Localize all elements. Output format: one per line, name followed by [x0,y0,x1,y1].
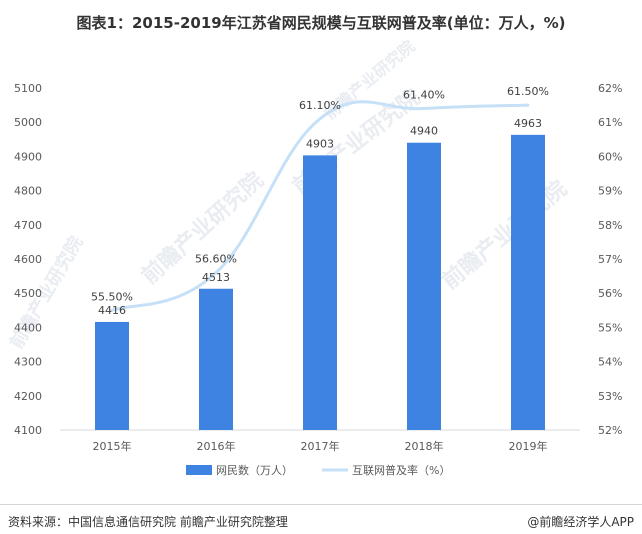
right-axis-ticks: 52% 53% 54% 55% 56% 57% 58% 59% 60% 61% 62% [598,82,622,437]
y2-tick-label: 54% [598,356,622,369]
line-point [526,103,530,107]
line-point [214,271,218,275]
y2-tick-label: 62% [598,82,622,95]
x-axis-ticks: 2015年 2016年 2017年 2018年 2019年 [93,439,548,453]
legend-bar-swatch [186,465,212,475]
y2-tick-label: 55% [598,321,622,334]
y2-tick-label: 52% [598,424,622,437]
y2-tick-label: 58% [598,219,622,232]
line-series [110,100,530,312]
y-tick-label: 4100 [14,424,42,437]
y2-tick-label: 60% [598,150,622,163]
chart-title: 图表1：2015-2019年江苏省网民规模与互联网普及率(单位：万人，%) [76,14,566,32]
footer: 资料来源：中国信息通信研究院 前瞻产业研究院整理 @前瞻经济学人APP [0,504,642,534]
series-line [111,100,529,312]
line-value-label: 61.10% [299,99,341,112]
y-tick-label: 4500 [14,287,42,300]
y-tick-label: 4800 [14,185,42,198]
line-value-label: 56.60% [195,253,237,266]
y-tick-label: 4200 [14,390,42,403]
bar [199,288,233,430]
y2-tick-label: 59% [598,185,622,198]
y-tick-label: 5100 [14,82,42,95]
bar [511,134,545,430]
bar-value-label: 4903 [306,137,334,150]
y-tick-label: 4900 [14,150,42,163]
legend-bar-label: 网民数（万人） [216,464,293,477]
source-note: 资料来源：中国信息通信研究院 前瞻产业研究院整理 [8,515,288,529]
legend: 网民数（万人） 互联网普及率（%） [186,463,450,477]
watermark-text: 前瞻产业研究院 [437,176,572,295]
y-tick-label: 4400 [14,321,42,334]
x-tick-label: 2018年 [405,439,444,453]
legend-line-label: 互联网普及率（%） [352,463,450,477]
x-tick-label: 2017年 [301,439,340,453]
bar [303,155,337,430]
y2-tick-label: 53% [598,390,622,403]
y2-tick-label: 56% [598,287,622,300]
left-axis-ticks: 4100 4200 4300 4400 4500 4600 4700 4800 4900 5000… [14,82,42,437]
y2-tick-label: 61% [598,116,622,129]
y-tick-label: 4700 [14,219,42,232]
brand-credit: @前瞻经济学人APP [527,515,634,529]
bar-value-labels: 4416 4513 4903 4940 4963 [98,117,542,317]
line-point [422,107,426,111]
line-point [110,308,114,312]
line-point [318,117,322,121]
line-value-labels: 55.50% 56.60% 61.10% 61.40% 61.50% [91,85,549,303]
y-tick-label: 5000 [14,116,42,129]
y2-tick-label: 57% [598,253,622,266]
bar-series [95,134,545,430]
bar [95,321,129,430]
bar-value-label: 4416 [98,304,126,317]
bar [407,142,441,430]
bar-value-label: 4963 [514,117,542,130]
line-value-label: 61.40% [403,89,445,102]
x-tick-label: 2016年 [197,439,236,453]
y-tick-label: 4600 [14,253,42,266]
x-tick-label: 2019年 [509,439,548,453]
line-value-label: 61.50% [507,85,549,98]
y-tick-label: 4300 [14,356,42,369]
line-value-label: 55.50% [91,290,133,303]
x-tick-label: 2015年 [93,439,132,453]
bar-value-label: 4940 [410,125,438,138]
bar-value-label: 4513 [202,271,230,284]
